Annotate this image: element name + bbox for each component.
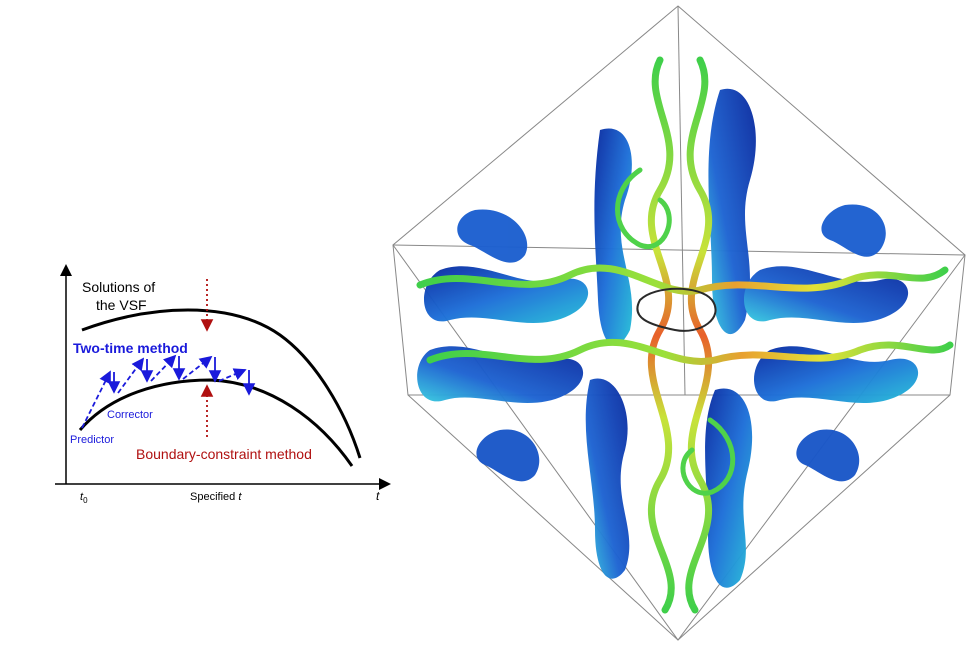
corrector-label: Corrector xyxy=(107,409,153,421)
blue-vortex-tubes xyxy=(417,88,919,588)
boundary-constraint-label: Boundary-constraint method xyxy=(136,446,312,462)
cube-outline xyxy=(392,5,966,641)
x-axis-label: t xyxy=(376,489,380,503)
predictor-corrector-steps xyxy=(81,354,256,429)
predictor-label: Predictor xyxy=(70,434,114,446)
two-time-method-label: Two-time method xyxy=(73,340,188,356)
solutions-label-line2: the VSF xyxy=(96,297,147,313)
specified-t-label: Specified t xyxy=(190,491,242,503)
vortex-ribbons xyxy=(416,56,954,614)
solutions-label-line1: Solutions of xyxy=(82,279,155,295)
method-schematic: Solutions of the VSF Two-time method Cor… xyxy=(55,264,391,505)
vortex-render xyxy=(392,5,966,641)
upper-solution-curve xyxy=(81,308,362,459)
x-axis-origin-label: t0 xyxy=(80,491,88,505)
